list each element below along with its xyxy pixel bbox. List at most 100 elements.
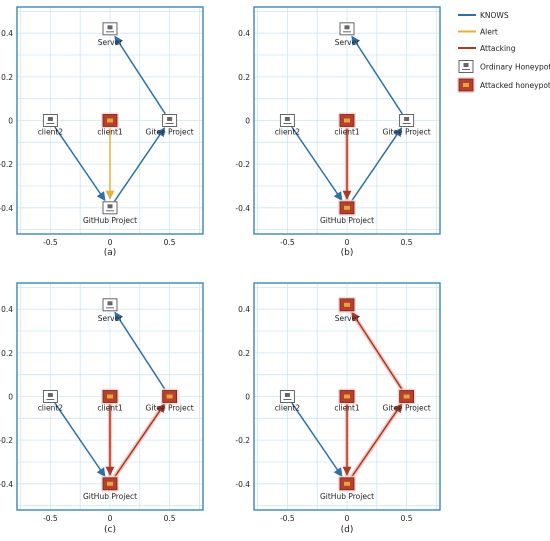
ordinary-honeypot-icon [42, 114, 58, 127]
panel-caption: (c) [104, 525, 116, 535]
node-label-client1: client1 [334, 404, 360, 413]
node-label-server: Server [335, 38, 361, 47]
y-tick-label: 0 [245, 393, 250, 402]
panels-layer: 0.4 0.2 0 -0.2 -0.4 -0.5 0 0.5 Server client2 clie… [0, 6, 441, 535]
x-tick-label: -0.5 [280, 238, 295, 247]
y-tick-label: 0.2 [1, 349, 13, 358]
attacked-honeypot-icon [338, 112, 356, 129]
x-tick-label: -0.5 [43, 514, 58, 523]
x-tick-label: 0 [345, 238, 350, 247]
node-label-server: Server [335, 314, 361, 323]
edge-attacking-gitee-to-server [351, 311, 403, 391]
y-tick-label: -0.4 [235, 480, 250, 489]
panel-d: 0.4 0.2 0 -0.2 -0.4 -0.5 0 0.5 Server client2 clie… [235, 282, 441, 535]
panel-a: 0.4 0.2 0 -0.2 -0.4 -0.5 0 0.5 Server client2 clie… [0, 6, 204, 258]
y-tick-label: -0.4 [235, 204, 250, 213]
attacked-honeypot-icon [101, 388, 119, 405]
attacked-honeypot-icon [338, 475, 356, 492]
y-tick-label: -0.2 [235, 436, 250, 445]
legend-label-attacking: Attacking [480, 44, 516, 53]
edge-knows-gitee-to-server [114, 35, 166, 115]
x-tick-label: -0.5 [280, 514, 295, 523]
x-tick-label: 0 [108, 514, 113, 523]
edge-knows-github-to-gitee [113, 127, 166, 202]
ordinary-honeypot-icon [339, 22, 355, 36]
ordinary-honeypot-icon [102, 22, 118, 36]
node-label-client2: client2 [275, 128, 301, 137]
y-tick-label: 0.2 [1, 73, 13, 82]
ordinary-honeypot-icon [279, 114, 295, 127]
node-label-gitee: Gitee Project [383, 128, 431, 137]
node-label-client1: client1 [334, 128, 360, 137]
y-tick-label: -0.4 [0, 204, 13, 213]
legend-label-alert: Alert [480, 28, 498, 37]
node-label-client1: client1 [97, 128, 123, 137]
edge-knows-gitee-to-server [114, 311, 166, 391]
y-tick-label: 0.2 [238, 73, 250, 82]
x-tick-label: 0.5 [401, 514, 413, 523]
plot-frame [253, 282, 441, 511]
attacked-honeypot-icon [397, 388, 416, 405]
node-label-github: GitHub Project [83, 216, 137, 225]
ordinary-honeypot-icon [102, 298, 118, 312]
y-tick-label: -0.4 [0, 480, 13, 489]
y-tick-label: 0.4 [1, 305, 13, 314]
attacked-honeypot-icon [338, 296, 356, 313]
node-label-gitee: Gitee Project [146, 404, 194, 413]
node-label-github: GitHub Project [320, 492, 374, 501]
legend-label-knows: KNOWS [480, 11, 509, 20]
y-tick-label: 0 [8, 117, 13, 126]
node-label-client2: client2 [38, 128, 64, 137]
edge-attacking-github-to-gitee [113, 403, 166, 478]
x-tick-label: 0.5 [164, 514, 176, 523]
ordinary-honeypot-icon [102, 201, 118, 215]
attacked-honeypot-icon [457, 77, 475, 93]
panel-caption: (a) [104, 248, 117, 258]
y-tick-label: -0.2 [0, 436, 13, 445]
x-tick-label: -0.5 [43, 238, 58, 247]
edge-knows-client2-to-github [291, 126, 343, 202]
legend-label-ordinary: Ordinary Honeypot [480, 63, 550, 72]
y-tick-label: 0.2 [238, 349, 250, 358]
attacked-honeypot-icon [101, 112, 119, 129]
legend-item-attacked: Attacked honeypot [457, 77, 550, 93]
legend-item-alert: Alert [458, 28, 498, 37]
y-tick-label: 0 [245, 117, 250, 126]
panel-b: 0.4 0.2 0 -0.2 -0.4 -0.5 0 0.5 Server client2 clie… [235, 6, 441, 258]
panel-caption: (b) [341, 248, 354, 258]
x-tick-label: 0.5 [401, 238, 413, 247]
attacked-honeypot-icon [160, 388, 179, 405]
attacked-honeypot-icon [338, 388, 356, 405]
panel-caption: (d) [341, 525, 354, 535]
node-label-client1: client1 [97, 404, 123, 413]
y-tick-label: 0.4 [238, 29, 250, 38]
edge-knows-client2-to-github [54, 402, 106, 478]
legend-label-attacked: Attacked honeypot [480, 81, 550, 90]
ordinary-honeypot-icon [399, 114, 415, 127]
node-label-client2: client2 [38, 404, 64, 413]
y-tick-label: 0 [8, 393, 13, 402]
y-tick-label: 0.4 [1, 29, 13, 38]
ordinary-honeypot-icon [458, 60, 474, 73]
edge-knows-client2-to-github [54, 126, 106, 202]
ordinary-honeypot-icon [162, 114, 178, 127]
edge-knows-client2-to-github [291, 402, 343, 478]
y-tick-label: -0.2 [235, 160, 250, 169]
plot-frame [16, 6, 204, 235]
legend: KNOWS Alert Attacking Ordinary Honeypot Atta… [457, 11, 550, 93]
node-label-client2: client2 [275, 404, 301, 413]
legend-item-attacking: Attacking [458, 44, 516, 53]
node-label-github: GitHub Project [83, 492, 137, 501]
x-tick-label: 0.5 [164, 238, 176, 247]
legend-item-ordinary: Ordinary Honeypot [458, 60, 550, 73]
attacked-honeypot-icon [101, 475, 119, 492]
panel-c: 0.4 0.2 0 -0.2 -0.4 -0.5 0 0.5 Server client2 clie… [0, 282, 204, 535]
ordinary-honeypot-icon [42, 390, 58, 403]
node-label-gitee: Gitee Project [146, 128, 194, 137]
y-tick-label: -0.2 [0, 160, 13, 169]
edge-knows-gitee-to-server [351, 35, 403, 115]
node-label-gitee: Gitee Project [383, 404, 431, 413]
node-label-github: GitHub Project [320, 216, 374, 225]
attacked-honeypot-icon [338, 199, 356, 216]
